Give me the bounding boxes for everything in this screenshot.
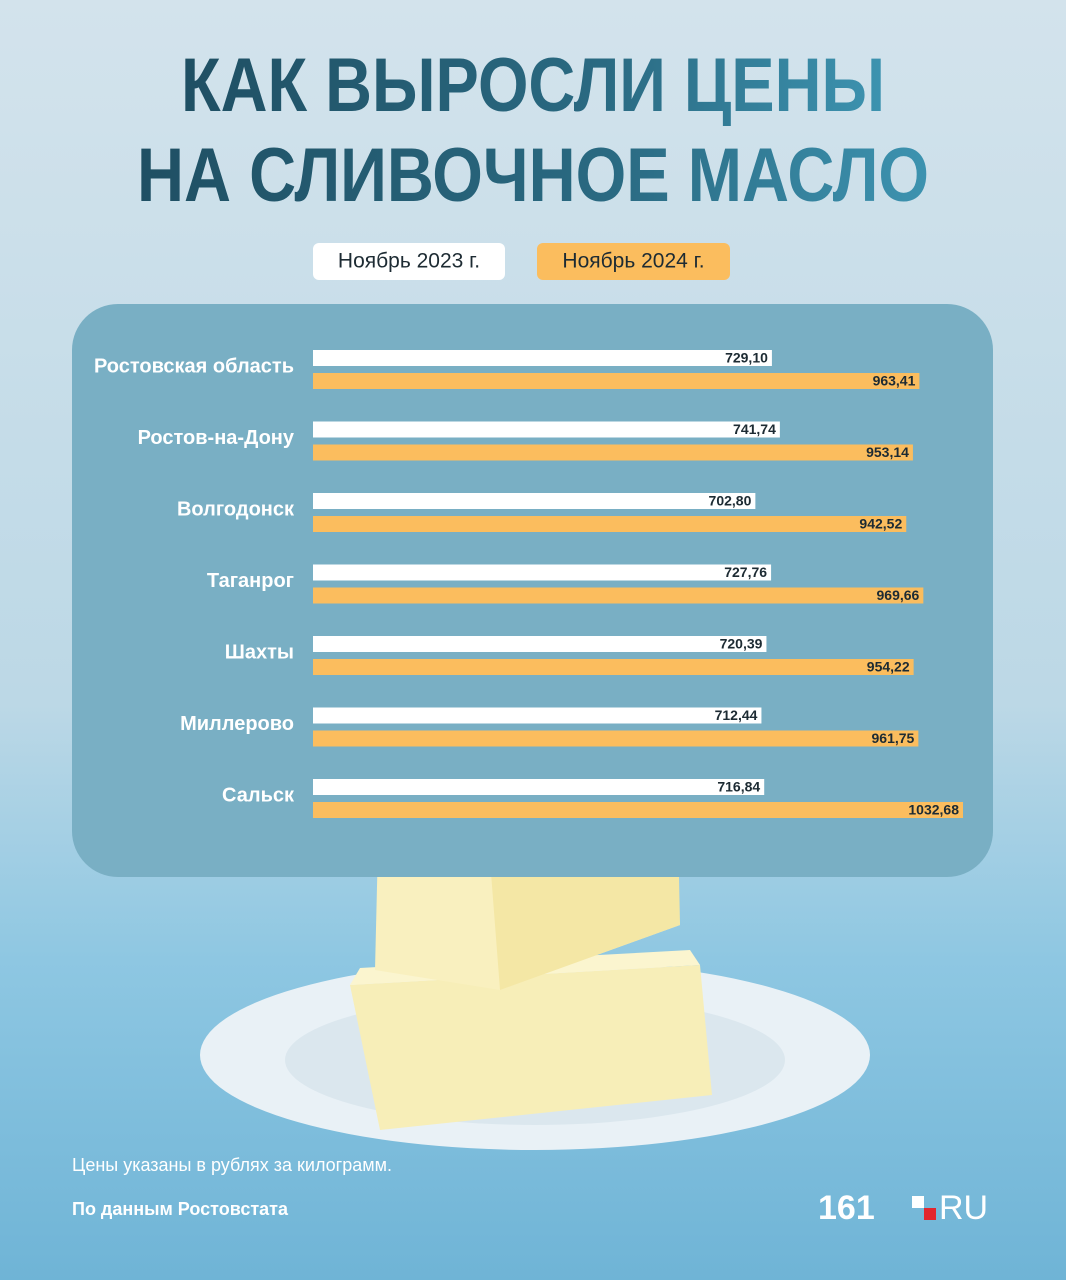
bar xyxy=(313,516,907,532)
value-label: 969,66 xyxy=(877,587,920,603)
category-label: Таганрог xyxy=(207,570,294,592)
legend-label: Ноябрь 2024 г. xyxy=(562,250,704,273)
title-line: НА СЛИВОЧНОЕ МАСЛО xyxy=(137,133,929,218)
category-label: Миллерово xyxy=(180,713,294,735)
value-label: 963,41 xyxy=(873,373,916,389)
bar xyxy=(313,636,767,652)
legend-swatch xyxy=(313,243,505,280)
logo-text: RU xyxy=(939,1189,988,1227)
category-label: Ростов-на-Дону xyxy=(138,427,295,449)
value-label: 727,76 xyxy=(724,564,767,580)
bar xyxy=(313,373,920,389)
category-label: Волгодонск xyxy=(177,498,295,520)
source: По данным Ростовстата xyxy=(72,1199,289,1219)
category-label: Сальск xyxy=(222,784,295,806)
logo-number: 161 xyxy=(818,1189,875,1227)
category-label: Ростовская область xyxy=(94,355,294,377)
bar xyxy=(313,350,772,366)
value-label: 720,39 xyxy=(720,636,763,652)
value-label: 1032,68 xyxy=(908,802,959,818)
value-label: 729,10 xyxy=(725,350,768,366)
note: Цены указаны в рублях за килограмм. xyxy=(72,1155,392,1175)
value-label: 716,84 xyxy=(717,779,760,795)
bar xyxy=(313,802,963,818)
bar xyxy=(313,493,756,509)
value-label: 953,14 xyxy=(866,444,909,460)
logo-square xyxy=(912,1196,924,1208)
value-label: 961,75 xyxy=(872,730,915,746)
bar xyxy=(313,587,924,604)
value-label: 741,74 xyxy=(733,421,776,437)
value-label: 942,52 xyxy=(859,516,902,532)
category-label: Шахты xyxy=(225,641,294,663)
bar xyxy=(313,444,913,461)
bar xyxy=(313,421,780,438)
bar xyxy=(313,659,914,675)
value-label: 702,80 xyxy=(709,493,752,509)
legend-label: Ноябрь 2023 г. xyxy=(338,250,480,273)
bar xyxy=(313,730,919,747)
legend-swatch xyxy=(537,243,730,280)
title-line: КАК ВЫРОСЛИ ЦЕНЫ xyxy=(181,43,885,128)
bar xyxy=(313,779,765,795)
value-label: 954,22 xyxy=(867,659,910,675)
bar xyxy=(313,707,762,724)
logo-square xyxy=(924,1208,936,1220)
bar xyxy=(313,564,772,581)
value-label: 712,44 xyxy=(715,707,758,723)
